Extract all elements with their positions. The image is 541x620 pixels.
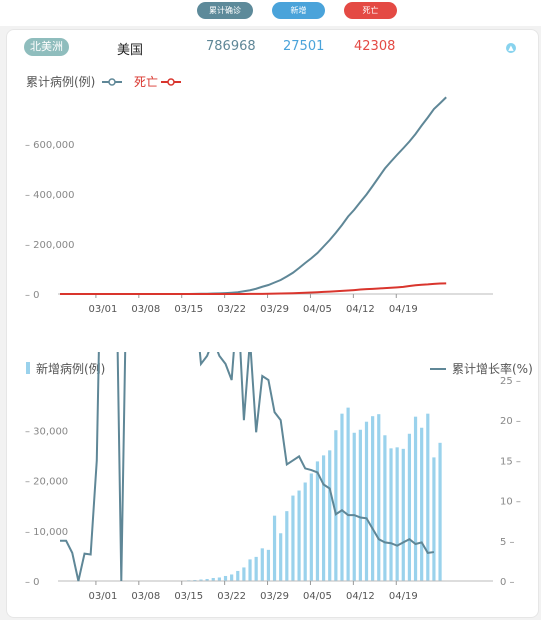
- new-cases-bar: [407, 433, 412, 581]
- legend-cumulative: 累计病例(例): [26, 74, 95, 89]
- y2-tick-label: 10 –: [500, 497, 521, 508]
- new-cases-bar: [260, 548, 264, 581]
- country-name: 美国: [117, 43, 144, 58]
- new-cases-bar: [297, 490, 301, 581]
- y2-tick-label: 15 –: [500, 456, 521, 467]
- new-cases-bar: [285, 511, 289, 581]
- new-cases-bar: [211, 577, 215, 581]
- new-cases-bar: [389, 448, 393, 581]
- new-cases-bar: [242, 567, 246, 581]
- x-tick-label-1: 04/19: [389, 304, 418, 315]
- chart-card: [6, 29, 539, 618]
- new-cases-bar: [352, 432, 356, 581]
- new-cases-bar: [199, 579, 203, 581]
- new-cases-bar: [266, 549, 271, 581]
- x-tick-label-2: 03/08: [131, 591, 160, 602]
- tab-cumulative-confirmed[interactable]: 累计确诊: [197, 2, 253, 19]
- x-tick-label-2: 03/22: [217, 591, 246, 602]
- x-tick-label-2: 03/15: [174, 591, 203, 602]
- legend-growth: 累计增长率(%): [452, 361, 533, 376]
- y-tick-label-1: – 400,000: [25, 190, 75, 201]
- death-count: 42308: [354, 39, 396, 54]
- y-tick-label-1: – 600,000: [25, 140, 75, 151]
- series-death-line: [60, 282, 447, 295]
- tab-cumulative-confirmed-label: 累计确诊: [209, 6, 241, 15]
- y-tick-label-2: – 30,000: [25, 426, 68, 437]
- new-cases-bar: [321, 455, 326, 581]
- y2-tick-label: 0 –: [500, 577, 515, 588]
- new-cases-bar: [377, 414, 381, 581]
- x-tick-label-1: 03/08: [131, 304, 160, 315]
- region-badge[interactable]: 北美洲: [24, 38, 69, 56]
- x-tick-label-2: 03/01: [88, 591, 117, 602]
- tab-deaths[interactable]: 死亡: [344, 2, 397, 19]
- new-cases-bar: [309, 473, 313, 581]
- legend-cumulative-marker: [108, 78, 116, 86]
- x-tick-label-1: 03/29: [260, 304, 289, 315]
- legend-new: 新增病例(例): [36, 361, 105, 376]
- new-cases-bar: [420, 427, 424, 581]
- new-cases-bar: [383, 435, 387, 581]
- tab-new-label: 新增: [290, 6, 307, 15]
- new-cases-bar: [193, 579, 197, 581]
- top-bar: 累计确诊 新增 死亡: [0, 0, 541, 26]
- confirmed-count: 786968: [206, 39, 256, 54]
- new-cases-bar: [346, 407, 350, 581]
- x-tick-label-2: 04/05: [303, 591, 332, 602]
- series-growth-rate-line: [60, 352, 435, 582]
- new-cases-bar: [328, 450, 332, 581]
- y-tick-label-2: – 20,000: [25, 477, 68, 488]
- new-cases-bar: [248, 559, 252, 581]
- y2-tick-label: 5 –: [500, 537, 515, 548]
- tab-new[interactable]: 新增: [272, 2, 325, 19]
- new-cases-bar: [230, 574, 234, 581]
- new-cases-bar: [413, 416, 418, 581]
- new-cases-bar: [364, 421, 369, 581]
- new-cases-bar: [340, 413, 344, 581]
- legend-death-marker: [167, 78, 175, 86]
- legend-new-swatch: [26, 362, 30, 374]
- tab-deaths-label: 死亡: [362, 6, 379, 15]
- x-tick-label-1: 04/05: [303, 304, 332, 315]
- x-tick-label-2: 03/29: [260, 591, 289, 602]
- new-count: 27501: [283, 39, 325, 54]
- new-cases-bar: [223, 575, 228, 581]
- new-cases-bar: [254, 556, 258, 581]
- new-cases-bar: [401, 448, 405, 581]
- new-cases-bar: [217, 577, 221, 581]
- y-tick-label-1: – 0: [25, 290, 40, 301]
- new-cases-bar: [205, 578, 209, 581]
- legend-death: 死亡: [134, 75, 158, 89]
- new-cases-bar: [395, 447, 399, 581]
- x-tick-label-1: 04/12: [346, 304, 375, 315]
- new-cases-bar: [279, 533, 283, 581]
- new-cases-bar: [438, 442, 442, 581]
- new-cases-bar: [315, 461, 320, 581]
- new-cases-bar: [432, 457, 436, 581]
- x-tick-label-2: 04/19: [389, 591, 418, 602]
- expand-icon[interactable]: ▲: [506, 43, 516, 53]
- y-tick-label-2: – 0: [25, 577, 40, 588]
- x-tick-label-1: 03/15: [174, 304, 203, 315]
- series-cumulative-line: [60, 96, 447, 295]
- new-cases-bar: [371, 416, 375, 581]
- new-cases-bar: [272, 515, 277, 581]
- new-cases-bar: [236, 570, 240, 581]
- y-tick-label-2: – 10,000: [25, 527, 68, 538]
- y-tick-label-1: – 200,000: [25, 240, 75, 251]
- y2-tick-label: 25 –: [500, 376, 521, 387]
- x-tick-label-1: 03/22: [217, 304, 246, 315]
- x-tick-label-1: 03/01: [88, 304, 117, 315]
- new-cases-bar: [291, 495, 295, 581]
- x-tick-label-2: 04/12: [346, 591, 375, 602]
- new-cases-bar: [358, 429, 362, 581]
- new-cases-bar: [303, 482, 307, 581]
- y2-tick-label: 20 –: [500, 416, 521, 427]
- new-cases-bar: [426, 413, 430, 581]
- new-cases-bar: [334, 430, 338, 581]
